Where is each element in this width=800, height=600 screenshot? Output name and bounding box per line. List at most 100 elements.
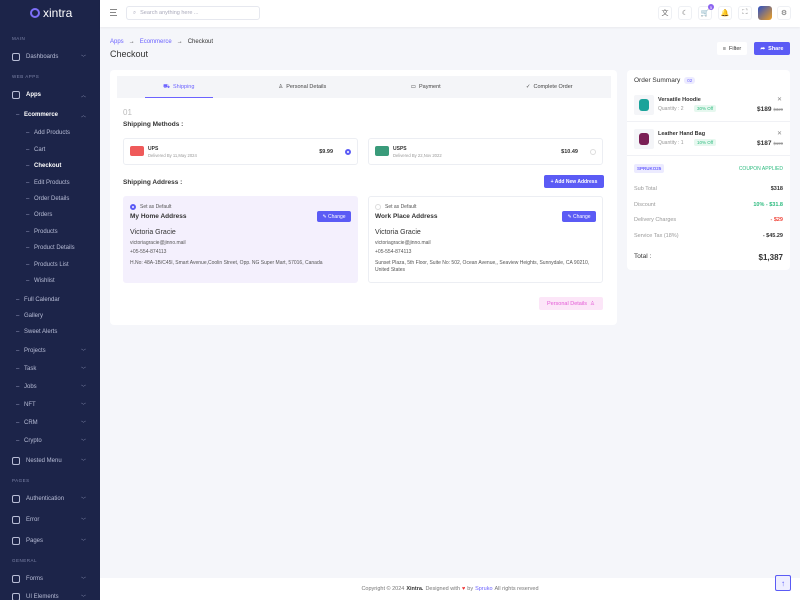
chevron-down-icon: ﹀ xyxy=(81,538,87,545)
share-label: Share xyxy=(768,45,784,52)
remove-icon[interactable]: ✕ xyxy=(776,97,782,103)
sidebar-item-ecommerce[interactable]: – Ecommerce ︿ xyxy=(0,108,100,122)
change-button[interactable]: ✎ Change xyxy=(317,211,351,222)
sidebar-item-nft[interactable]: – NFT ﹀ xyxy=(0,398,100,412)
tab-personal-details[interactable]: ♙ Personal Details xyxy=(241,76,365,98)
discount-row: Discount 10% - $31.8 xyxy=(634,202,783,208)
method-radio[interactable] xyxy=(345,149,351,155)
cart-icon[interactable]: 🛒 5 xyxy=(698,4,714,20)
sidebar-item-edit-products[interactable]: – Edit Products xyxy=(0,176,100,190)
menu-icon xyxy=(12,53,20,61)
row-label: Sub Total xyxy=(634,186,657,192)
sidebar-item-authentication[interactable]: Authentication ﹀ xyxy=(0,492,100,506)
chevron-down-icon: ﹀ xyxy=(81,384,87,391)
address-card-home[interactable]: Set as Default My Home Address ✎ Change … xyxy=(123,196,358,283)
sidebar-item-ui-elements[interactable]: UI Elements ﹀ xyxy=(0,590,100,600)
product-name[interactable]: Versatile Hoodie xyxy=(658,97,701,103)
chevron-up-icon: ︿ xyxy=(81,112,87,119)
sidebar-item-crypto[interactable]: – Crypto ﹀ xyxy=(0,434,100,448)
sidebar-item-error[interactable]: Error ﹀ xyxy=(0,513,100,527)
tab-payment[interactable]: ▭ Payment xyxy=(364,76,488,98)
sidebar-item-products[interactable]: – Products xyxy=(0,225,100,239)
shipping-method-ups[interactable]: UPS Delivered By 11,May 2024 $9.99 xyxy=(123,138,358,165)
dark-mode-icon[interactable]: ☾ xyxy=(678,6,692,20)
sidebar-item-checkout[interactable]: – Checkout xyxy=(0,159,100,173)
notification-icon[interactable]: 🔔 xyxy=(718,6,732,20)
sidebar-item-crm[interactable]: – CRM ﹀ xyxy=(0,416,100,430)
sidebar-item-label: Nested Menu xyxy=(26,458,62,464)
truck-icon xyxy=(130,146,144,156)
sidebar-item-orders[interactable]: – Orders xyxy=(0,208,100,222)
sidebar-item-label: Order Details xyxy=(34,196,70,202)
search-input[interactable]: ⌕ Search anything here ... xyxy=(126,6,260,20)
address-card-work[interactable]: Set as Default Work Place Address ✎ Chan… xyxy=(368,196,603,283)
chevron-up-icon: ︿ xyxy=(81,92,87,99)
language-icon[interactable]: 文 xyxy=(658,6,672,20)
filter-button[interactable]: ≡ Filter xyxy=(717,42,747,55)
breadcrumb-ecommerce[interactable]: Ecommerce xyxy=(139,39,172,45)
menu-toggle-icon[interactable] xyxy=(110,9,117,16)
sidebar-heading-main: MAIN xyxy=(12,36,26,41)
product-name[interactable]: Leather Hand Bag xyxy=(658,131,706,137)
sidebar-item-projects[interactable]: – Projects ﹀ xyxy=(0,344,100,358)
sidebar-item-apps[interactable]: Apps ︿ xyxy=(0,88,100,102)
address-name: Victoria Gracie xyxy=(375,229,421,236)
shipping-methods-title: Shipping Methods : xyxy=(123,121,184,128)
truck-icon: ⛟ xyxy=(163,83,170,90)
sidebar-item-forms[interactable]: Forms ﹀ xyxy=(0,572,100,586)
sidebar-item-sweet-alerts[interactable]: – Sweet Alerts xyxy=(0,325,100,339)
sidebar-item-products-list[interactable]: – Products List xyxy=(0,258,100,272)
sidebar-item-dashboards[interactable]: Dashboards ﹀ xyxy=(0,50,100,64)
logo[interactable]: xintra xyxy=(30,6,72,20)
sidebar-item-label: Wishlist xyxy=(34,278,55,284)
sidebar-item-wishlist[interactable]: – Wishlist xyxy=(0,274,100,288)
sidebar-item-pages[interactable]: Pages ﹀ xyxy=(0,534,100,548)
dash-icon: – xyxy=(26,262,30,268)
default-radio[interactable] xyxy=(130,204,136,210)
add-new-address-button[interactable]: + Add New Address xyxy=(544,175,604,188)
delivery-row: Delivery Charges - $29 xyxy=(634,217,783,223)
personal-details-button[interactable]: Personal Details ♙ xyxy=(539,297,603,310)
tab-complete-order[interactable]: ✓ Complete Order xyxy=(488,76,612,98)
avatar[interactable] xyxy=(758,6,772,20)
tab-shipping[interactable]: ⛟ Shipping xyxy=(117,76,241,98)
footer-company-link[interactable]: Spruko xyxy=(475,586,493,592)
sidebar-item-add-products[interactable]: – Add Products xyxy=(0,126,100,140)
order-summary-header: Order Summary 02 xyxy=(634,77,696,84)
settings-icon[interactable]: ⚙ xyxy=(777,6,791,20)
method-name: USPS xyxy=(393,146,407,152)
fullscreen-icon[interactable]: ⛶ xyxy=(738,6,752,20)
change-label: Change xyxy=(328,213,346,220)
price-old: $199 xyxy=(773,141,783,146)
sidebar-item-jobs[interactable]: – Jobs ﹀ xyxy=(0,380,100,394)
sidebar-item-full-calendar[interactable]: – Full Calendar xyxy=(0,293,100,307)
sidebar-item-nested-menu[interactable]: Nested Menu ﹀ xyxy=(0,454,100,468)
user-icon: ♙ xyxy=(590,300,595,307)
share-button[interactable]: ➦ Share xyxy=(754,42,790,55)
brand-name: xintra xyxy=(43,6,73,20)
address-text: Sunset Plaza, 5th Floor, Suite No: 502, … xyxy=(375,260,590,273)
filter-label: Filter xyxy=(728,45,742,52)
tax-row: Service Tax (18%) - $45.29 xyxy=(634,233,783,239)
remove-icon[interactable]: ✕ xyxy=(776,131,782,137)
change-button[interactable]: ✎ Change xyxy=(562,211,596,222)
method-delivery: Delivered By 11,May 2024 xyxy=(148,153,197,158)
price-current: $187 xyxy=(756,140,772,147)
scroll-to-top-button[interactable]: ↑ xyxy=(775,575,791,591)
sidebar-item-gallery[interactable]: – Gallery xyxy=(0,309,100,323)
shipping-method-usps[interactable]: USPS Delivered By 22,Nov 2022 $10.49 xyxy=(368,138,603,165)
shipping-address-title: Shipping Address : xyxy=(123,179,183,186)
sidebar-item-task[interactable]: – Task ﹀ xyxy=(0,362,100,376)
discount-badge: 30% Off xyxy=(694,105,717,112)
breadcrumb-apps[interactable]: Apps xyxy=(110,39,124,45)
product-price: $189 $329 xyxy=(757,106,783,113)
sidebar-item-product-details[interactable]: – Product Details xyxy=(0,241,100,255)
dash-icon: – xyxy=(16,402,20,408)
change-label: Change xyxy=(573,213,591,220)
default-radio[interactable] xyxy=(375,204,381,210)
breadcrumb-checkout: Checkout xyxy=(187,39,214,45)
sidebar-item-cart[interactable]: – Cart xyxy=(0,143,100,157)
method-radio[interactable] xyxy=(590,149,596,155)
item-count-badge: 02 xyxy=(684,77,696,84)
sidebar-item-order-details[interactable]: – Order Details xyxy=(0,192,100,206)
